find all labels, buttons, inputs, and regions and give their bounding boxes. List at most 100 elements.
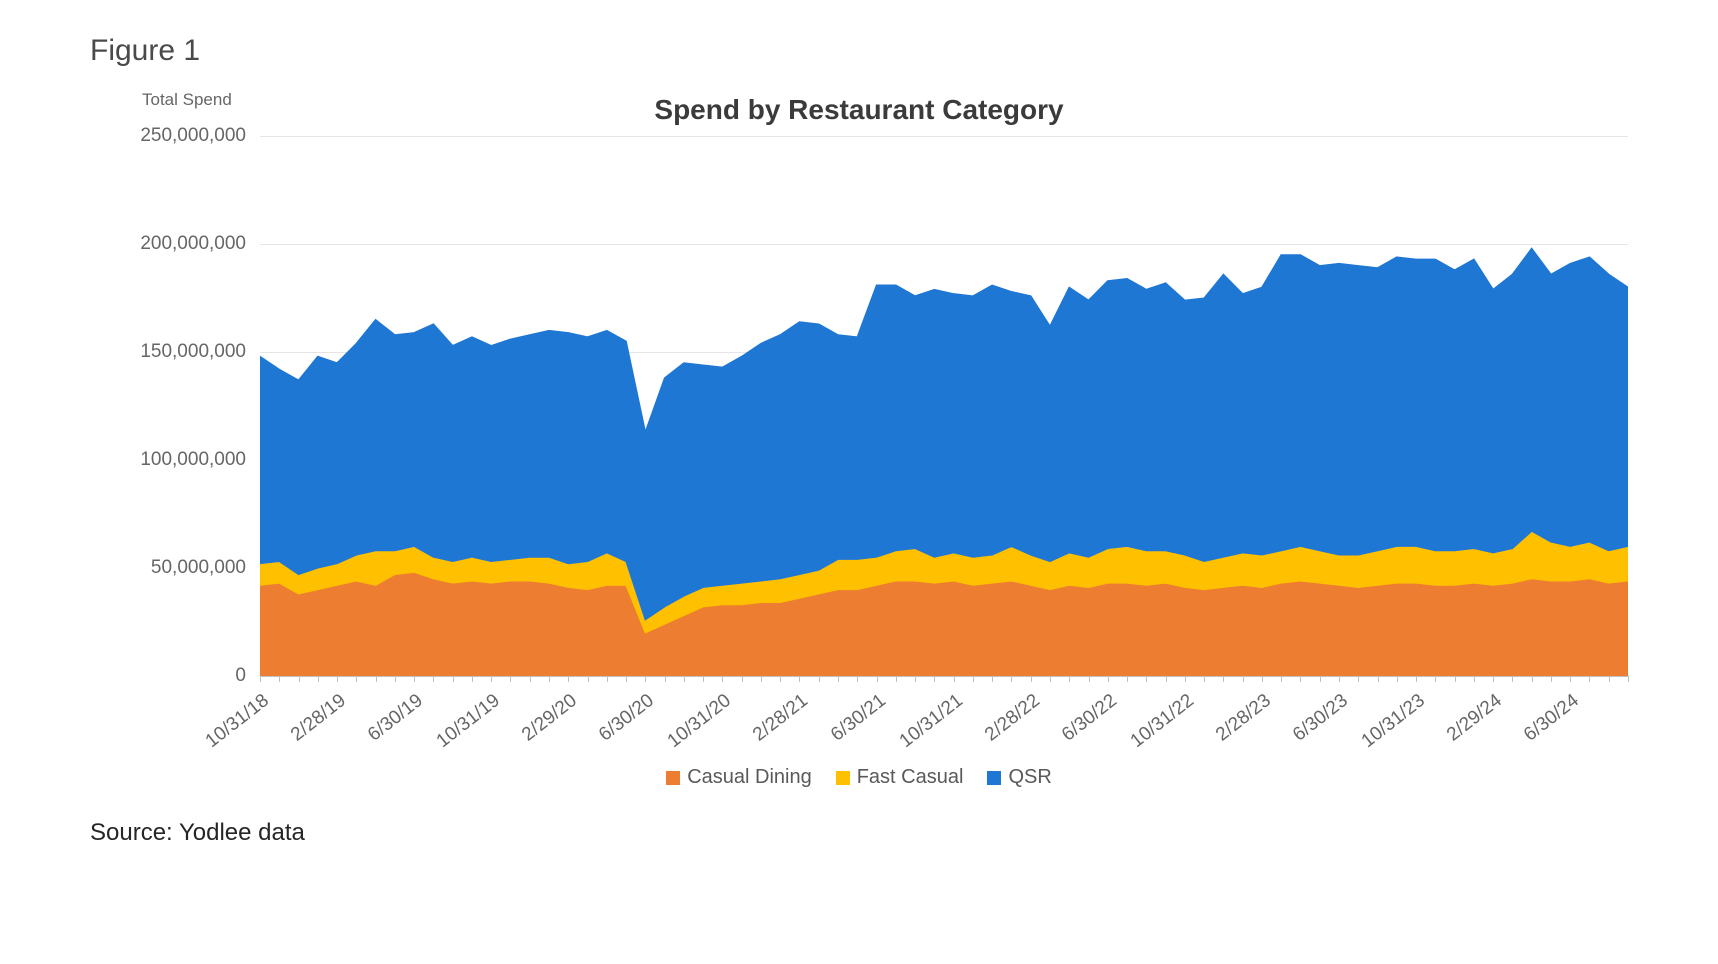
y-tick-label: 200,000,000 (140, 233, 246, 255)
legend-swatch (666, 771, 680, 785)
x-tick-mark (1185, 676, 1186, 682)
x-tick-mark (1628, 676, 1629, 682)
x-tick-label: 6/30/20 (595, 690, 659, 746)
x-tick-label: 6/30/23 (1289, 690, 1353, 746)
chart-title: Spend by Restaurant Category (90, 94, 1628, 126)
x-tick-mark (915, 676, 916, 682)
x-tick-mark (337, 676, 338, 682)
x-tick-mark (1435, 676, 1436, 682)
x-tick-mark (1300, 676, 1301, 682)
x-tick-mark (1281, 676, 1282, 682)
x-tick-mark (934, 676, 935, 682)
page: Figure 1 Total Spend Spend by Restaurant… (0, 0, 1718, 964)
x-tick-label: 10/31/22 (1127, 690, 1199, 753)
x-tick-label: 6/30/24 (1520, 690, 1584, 746)
x-tick-label: 2/29/24 (1443, 690, 1507, 746)
x-tick-mark (1609, 676, 1610, 682)
x-tick-mark (857, 676, 858, 682)
x-tick-mark (973, 676, 974, 682)
x-tick-label: 2/29/20 (518, 690, 582, 746)
x-tick-mark (1397, 676, 1398, 682)
x-tick-mark (665, 676, 666, 682)
x-tick-label: 6/30/22 (1058, 690, 1122, 746)
x-tick-mark (414, 676, 415, 682)
x-tick-mark (819, 676, 820, 682)
x-tick-mark (1127, 676, 1128, 682)
x-tick-mark (318, 676, 319, 682)
area-series (260, 572, 1628, 676)
x-tick-mark (530, 676, 531, 682)
x-tick-mark (568, 676, 569, 682)
x-tick-mark (1069, 676, 1070, 682)
x-tick-mark (1416, 676, 1417, 682)
x-tick-mark (1589, 676, 1590, 682)
y-axis-title: Total Spend (142, 90, 232, 110)
x-tick-label: 2/28/22 (981, 690, 1045, 746)
x-tick-mark (1050, 676, 1051, 682)
stacked-area-svg (260, 136, 1628, 676)
x-tick-mark (1146, 676, 1147, 682)
x-tick-mark (1223, 676, 1224, 682)
chart: Total Spend Spend by Restaurant Category… (90, 94, 1628, 791)
x-tick-label: 10/31/23 (1358, 690, 1430, 753)
x-tick-mark (780, 676, 781, 682)
x-tick-mark (896, 676, 897, 682)
x-tick-mark (722, 676, 723, 682)
legend-item: QSR (987, 766, 1051, 789)
x-tick-mark (1339, 676, 1340, 682)
source-text: Source: Yodlee data (90, 819, 1628, 847)
x-tick-mark (1243, 676, 1244, 682)
x-tick-mark (626, 676, 627, 682)
x-tick-mark (954, 676, 955, 682)
x-tick-mark (1262, 676, 1263, 682)
x-tick-label: 10/31/21 (895, 690, 967, 753)
x-tick-mark (877, 676, 878, 682)
x-tick-mark (1551, 676, 1552, 682)
legend-swatch (836, 771, 850, 785)
x-tick-label: 10/31/20 (664, 690, 736, 753)
x-tick-mark (799, 676, 800, 682)
figure-label: Figure 1 (90, 34, 1628, 68)
legend-item: Casual Dining (666, 766, 812, 789)
legend-label: Casual Dining (687, 766, 812, 789)
x-tick-label: 6/30/19 (364, 690, 428, 746)
x-tick-mark (356, 676, 357, 682)
x-tick-mark (1166, 676, 1167, 682)
x-tick-label: 2/28/19 (287, 690, 351, 746)
legend-item: Fast Casual (836, 766, 964, 789)
x-tick-mark (299, 676, 300, 682)
y-tick-label: 50,000,000 (151, 557, 246, 579)
y-axis: 050,000,000100,000,000150,000,000200,000… (90, 136, 260, 676)
x-tick-mark (703, 676, 704, 682)
x-tick-label: 10/31/18 (202, 690, 274, 753)
legend-label: Fast Casual (857, 766, 964, 789)
x-tick-mark (838, 676, 839, 682)
y-tick-label: 250,000,000 (140, 125, 246, 147)
x-tick-mark (395, 676, 396, 682)
x-tick-mark (645, 676, 646, 682)
x-tick-mark (1474, 676, 1475, 682)
x-tick-mark (260, 676, 261, 682)
x-tick-label: 10/31/19 (433, 690, 505, 753)
plot-area (260, 136, 1628, 676)
x-tick-label: 2/28/23 (1212, 690, 1276, 746)
x-tick-mark (1320, 676, 1321, 682)
legend-swatch (987, 771, 1001, 785)
x-tick-mark (588, 676, 589, 682)
x-tick-label: 2/28/21 (750, 690, 814, 746)
x-tick-mark (1512, 676, 1513, 682)
x-tick-mark (684, 676, 685, 682)
x-tick-mark (992, 676, 993, 682)
x-tick-mark (1089, 676, 1090, 682)
x-tick-mark (433, 676, 434, 682)
x-tick-mark (1358, 676, 1359, 682)
y-tick-label: 0 (235, 665, 246, 687)
x-tick-mark (1108, 676, 1109, 682)
x-tick-mark (472, 676, 473, 682)
x-tick-mark (1455, 676, 1456, 682)
x-tick-mark (1570, 676, 1571, 682)
legend-label: QSR (1008, 766, 1051, 789)
x-tick-mark (742, 676, 743, 682)
x-tick-mark (1378, 676, 1379, 682)
x-tick-mark (1493, 676, 1494, 682)
